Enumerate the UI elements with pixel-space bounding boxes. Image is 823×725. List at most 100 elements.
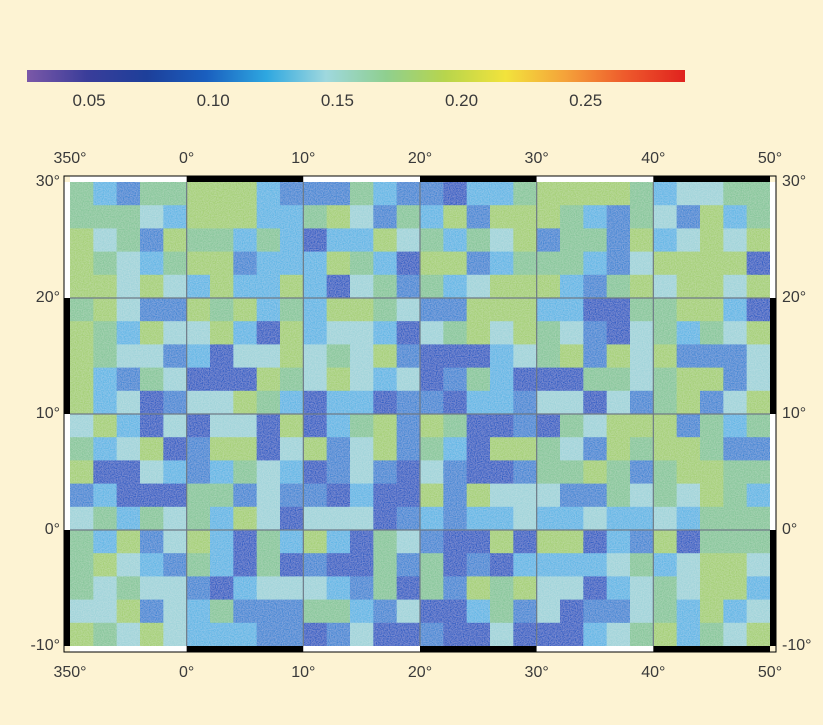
map-cell (163, 599, 188, 624)
map-cell (116, 460, 141, 485)
map-cell (583, 483, 608, 508)
map-cell (723, 622, 748, 647)
map-cell (723, 599, 748, 624)
map-cell (233, 321, 258, 345)
map-cell (70, 182, 94, 206)
map-cell (700, 390, 724, 415)
map-cell (396, 228, 421, 253)
map-cell (303, 251, 328, 276)
map-cell (350, 367, 374, 392)
map-cell (513, 576, 538, 601)
map-cell (676, 414, 701, 438)
map-cell (326, 506, 351, 531)
map-cell (630, 344, 654, 369)
map-cell (466, 437, 491, 461)
map-cell (676, 576, 701, 601)
map-cell (746, 506, 771, 531)
map-cell (140, 553, 164, 577)
map-cell (116, 390, 141, 415)
map-cell (536, 390, 561, 415)
longitude-label-bottom: 0° (179, 664, 195, 681)
map-cell (723, 274, 748, 299)
map-cell (70, 205, 94, 229)
map-cell (583, 576, 608, 601)
map-cell (560, 576, 584, 601)
map-cell (163, 228, 188, 253)
map-cell (443, 530, 468, 554)
map-cell (420, 228, 444, 253)
map-cell (443, 576, 468, 601)
map-cell (396, 483, 421, 508)
map-cell (513, 298, 538, 322)
map-cell (630, 274, 654, 299)
map-cell (303, 622, 328, 647)
longitude-label-top: 10° (291, 150, 316, 167)
map-cell (163, 390, 188, 415)
map-cell (746, 251, 771, 276)
map-cell (116, 483, 141, 508)
map-cell (373, 530, 398, 554)
frame-segment-right (770, 182, 776, 298)
latitude-label-left: 0° (44, 521, 60, 538)
map-cell (93, 530, 118, 554)
map-cell (490, 414, 514, 438)
map-cell (303, 506, 328, 531)
frame-segment-right (770, 298, 776, 414)
map-cell (536, 205, 561, 229)
map-cell (746, 553, 771, 577)
map-cell (676, 298, 701, 322)
latitude-label-left: 20° (35, 289, 60, 306)
map-cell (560, 622, 584, 647)
map-cell (420, 367, 444, 392)
map-cell (303, 599, 328, 624)
map-cell (326, 251, 351, 276)
map-cell (256, 367, 281, 392)
map-cell (186, 437, 211, 461)
map-cell (140, 344, 164, 369)
map-cell (186, 530, 211, 554)
map-cell (303, 205, 328, 229)
map-cell (606, 483, 631, 508)
map-cell (163, 576, 188, 601)
map-cell (630, 367, 654, 392)
frame-segment-right (770, 530, 776, 646)
map-cell (280, 460, 304, 485)
map-cell (326, 622, 351, 647)
map-cell (396, 460, 421, 485)
map-cell (490, 390, 514, 415)
map-cell (676, 367, 701, 392)
map-cell (490, 321, 514, 345)
map-cell (443, 274, 468, 299)
longitude-label-bottom: 40° (641, 664, 666, 681)
map-cell (70, 228, 94, 253)
map-cell (303, 414, 328, 438)
map-cell (700, 576, 724, 601)
map-cell (350, 553, 374, 577)
map-cell (490, 530, 514, 554)
map-cell (746, 344, 771, 369)
map-cell (233, 622, 258, 647)
map-cell (210, 321, 234, 345)
map-cell (653, 182, 678, 206)
map-cell (163, 483, 188, 508)
map-cell (233, 390, 258, 415)
map-cell (140, 274, 164, 299)
map-cell (700, 622, 724, 647)
map-cell (606, 576, 631, 601)
map-cell (256, 274, 281, 299)
map-cell (490, 298, 514, 322)
map-cell (93, 182, 118, 206)
map-cell (280, 599, 304, 624)
map-cell (466, 298, 491, 322)
map-cell (746, 367, 771, 392)
map-cell (186, 251, 211, 276)
map-cell (723, 414, 748, 438)
map-cell (373, 414, 398, 438)
map-cell (116, 506, 141, 531)
map-cell (676, 460, 701, 485)
map-cell (70, 251, 94, 276)
map-cell (280, 228, 304, 253)
map-cell (746, 321, 771, 345)
map-cell (420, 530, 444, 554)
map-cell (583, 437, 608, 461)
